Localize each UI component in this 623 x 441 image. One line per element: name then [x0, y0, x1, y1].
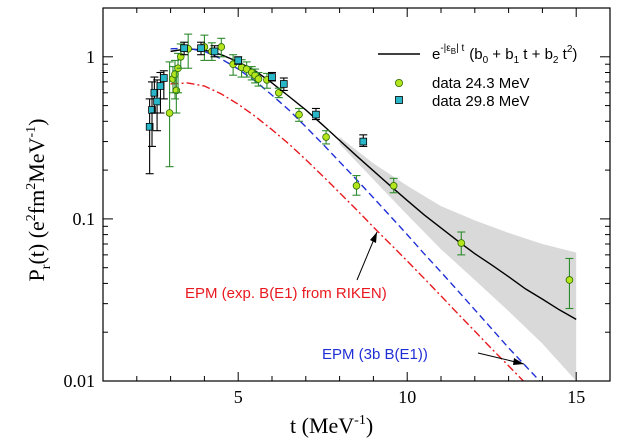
- plot-frame: [102, 7, 611, 382]
- data-marker: [145, 122, 154, 131]
- series-2-point-8: [210, 45, 219, 58]
- axis-ticks: 5 10 15 0.01 0.1 1: [64, 7, 611, 407]
- series-1-point-18: [295, 107, 304, 122]
- data-marker: [210, 47, 219, 56]
- legend-data2-label: data 29.8 MeV: [432, 93, 530, 110]
- y-axis-title: Pr(t) (e2fm2MeV-1): [24, 119, 54, 282]
- legend: e-|εB| t (b0 + b1 t + b2 t2) data 24.3 Me…: [378, 43, 577, 110]
- series-2-point-13: [359, 134, 368, 147]
- data-marker: [217, 43, 226, 51]
- series-2-point-11: [279, 77, 288, 92]
- annotation-riken: EPM (exp. B(E1) from RIKEN): [185, 285, 387, 302]
- series-2-point-7: [197, 41, 206, 56]
- x-tick-label-15: 15: [567, 387, 585, 407]
- series-1-point-21: [389, 177, 398, 194]
- series-1-point-9: [217, 37, 226, 58]
- data-marker: [352, 182, 361, 190]
- data-marker: [160, 74, 168, 82]
- series-1-point-23: [565, 257, 574, 310]
- annotation-riken-arrowhead: [370, 232, 377, 243]
- series-2-point-6: [180, 41, 189, 56]
- data-marker: [359, 137, 368, 146]
- data-marker: [322, 133, 330, 141]
- data-marker: [280, 80, 288, 88]
- series-1-point-20: [352, 175, 361, 196]
- data-points: [145, 33, 574, 310]
- data-marker: [156, 82, 165, 90]
- legend-data1-marker: [394, 79, 403, 88]
- series-2-point-9: [234, 56, 243, 65]
- series-1-point-22: [457, 231, 466, 256]
- x-axis-title: t (MeV-1): [290, 413, 373, 438]
- y-tick-label-0: 0.01: [64, 371, 96, 391]
- data-marker: [153, 97, 161, 106]
- series-3-curve: [170, 47, 541, 381]
- annotation-3b-arrowhead: [513, 358, 524, 365]
- series-1-point-17: [274, 87, 283, 99]
- series-2-point-10: [268, 71, 276, 82]
- series-2-point-12: [311, 107, 320, 121]
- data-marker: [312, 110, 320, 119]
- legend-data2-marker: [395, 96, 403, 104]
- y-tick-label-2: 1: [86, 47, 95, 67]
- data-marker: [389, 182, 398, 190]
- data-marker: [254, 75, 263, 83]
- confidence-band: [339, 137, 577, 381]
- series-2-point-5: [159, 70, 168, 100]
- data-marker: [197, 44, 205, 52]
- annotation-3b: EPM (3b B(E1)): [322, 346, 428, 363]
- data-marker: [165, 109, 174, 117]
- series-1-point-6: [184, 33, 193, 69]
- series-1-point-19: [322, 130, 331, 145]
- data-marker: [295, 110, 303, 119]
- series-4-curve: [170, 82, 525, 381]
- data-marker: [457, 239, 466, 247]
- data-marker: [150, 88, 159, 97]
- data-marker: [234, 56, 243, 65]
- legend-data1-label: data 24.3 MeV: [432, 75, 530, 92]
- series-1-point-15: [254, 71, 263, 87]
- data-marker: [565, 276, 574, 284]
- confidence-band-area: [339, 137, 577, 381]
- data-marker: [268, 73, 276, 81]
- data-marker: [274, 88, 283, 97]
- legend-fit-label: e-|εB| t (b0 + b1 t + b2 t2): [432, 43, 577, 66]
- x-tick-label-5: 5: [234, 387, 243, 407]
- y-tick-label-1: 0.1: [73, 209, 96, 229]
- x-tick-label-10: 10: [398, 387, 416, 407]
- data-marker: [180, 44, 188, 52]
